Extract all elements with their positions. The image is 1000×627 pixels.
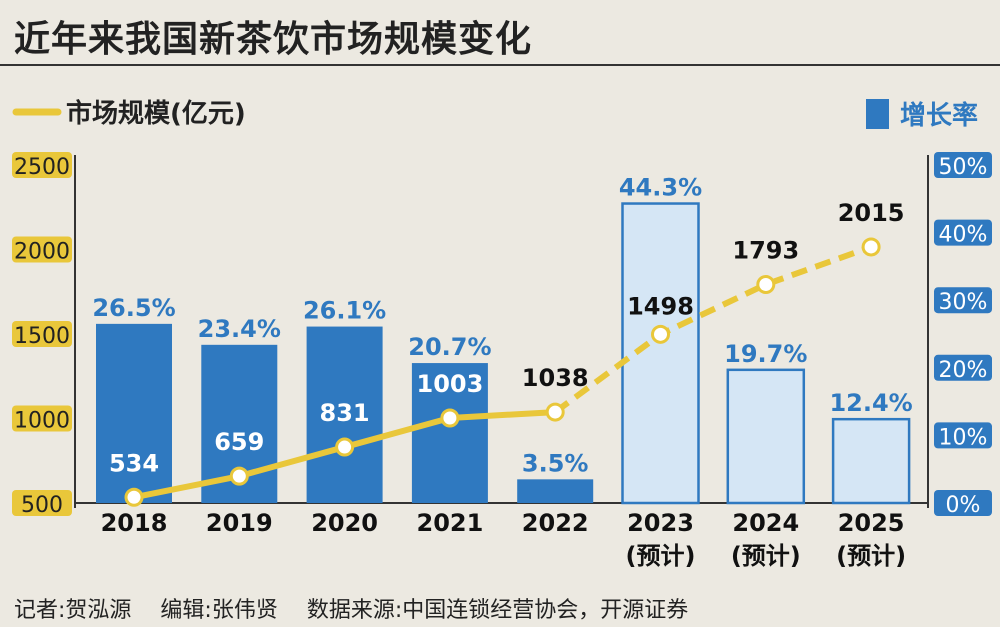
x-tick-label: 2025 xyxy=(838,509,905,537)
growth-bar xyxy=(411,363,488,503)
growth-label: 12.4% xyxy=(829,389,912,417)
market-size-point xyxy=(335,437,355,457)
market-size-label: 1038 xyxy=(522,364,589,392)
right-axis-tick-label: 10% xyxy=(939,425,988,450)
footer-editor: 编辑:张伟贤 xyxy=(160,598,278,623)
growth-bar xyxy=(96,323,172,503)
growth-bar xyxy=(306,326,383,503)
x-tick-label: 2023 xyxy=(627,509,694,537)
right-axis-tick-badge xyxy=(934,490,992,516)
chart-title: 近年来我国新茶饮市场规模变化 xyxy=(14,19,533,60)
left-axis-tick-label: 2500 xyxy=(14,155,70,180)
growth-bar xyxy=(831,417,911,505)
right-axis-tick-label: 50% xyxy=(939,155,988,180)
market-size-point xyxy=(229,466,249,486)
title-divider xyxy=(0,64,1000,66)
right-axis-tick-badge xyxy=(934,219,992,246)
x-tick-label: 2019 xyxy=(206,509,273,537)
legend-bar-swatch xyxy=(866,99,889,129)
growth-label: 3.5% xyxy=(522,449,589,477)
market-size-label: 534 xyxy=(109,449,159,477)
legend-bar-label: 增长率 xyxy=(900,100,978,131)
growth-label: 20.7% xyxy=(408,333,491,361)
growth-label: 26.1% xyxy=(303,297,386,325)
market-size-point xyxy=(756,274,776,294)
market-size-point xyxy=(651,324,670,344)
market-size-label: 831 xyxy=(320,399,370,427)
left-axis-tick-label: 1000 xyxy=(14,409,70,434)
market-size-point xyxy=(545,402,565,422)
x-tick-label: 2018 xyxy=(101,509,168,537)
right-axis-tick-label: 30% xyxy=(939,290,988,315)
footer-source: 数据来源:中国连锁经营协会，开源证券 xyxy=(306,598,689,623)
left-axis-tick-badge xyxy=(12,405,72,432)
market-size-label: 659 xyxy=(214,428,264,456)
market-size-label: 1793 xyxy=(732,236,799,264)
growth-bar xyxy=(726,368,806,505)
right-axis-tick-badge xyxy=(934,354,992,381)
footer: 记者:贺泓源 编辑:张伟贤 数据来源:中国连锁经营协会，开源证券 xyxy=(14,592,710,624)
left-axis-tick-badge xyxy=(12,490,72,516)
left-axis-tick-badge xyxy=(12,236,72,263)
right-axis-tick-label: 0% xyxy=(946,493,981,518)
growth-label: 44.3% xyxy=(619,174,702,202)
legend-line-label: 市场规模(亿元) xyxy=(66,98,246,129)
right-axis-tick-badge xyxy=(934,287,992,314)
left-axis-tick-badge xyxy=(12,152,72,178)
market-size-point xyxy=(440,408,460,428)
right-axis-tick-badge xyxy=(934,152,992,178)
market-size-label: 1498 xyxy=(627,292,694,320)
market-size-label: 2015 xyxy=(838,199,905,227)
footer-reporter: 记者:贺泓源 xyxy=(14,598,132,623)
growth-bar xyxy=(517,479,594,503)
market-size-point xyxy=(861,237,881,257)
left-axis-tick-label: 2000 xyxy=(14,240,70,265)
growth-label: 26.5% xyxy=(92,294,175,322)
x-tick-label: 2022 xyxy=(522,509,589,537)
x-tick-note: (预计) xyxy=(731,542,801,570)
market-size-point xyxy=(124,487,144,507)
left-axis-tick-badge xyxy=(12,321,72,347)
right-axis-tick-badge xyxy=(934,422,992,449)
left-axis-tick-label: 1500 xyxy=(14,324,70,349)
right-axis-tick-label: 20% xyxy=(939,358,988,383)
growth-label: 19.7% xyxy=(724,340,807,368)
growth-label: 23.4% xyxy=(198,315,281,343)
x-tick-note: (预计) xyxy=(836,542,906,570)
growth-bar xyxy=(621,202,700,505)
left-axis-tick-label: 500 xyxy=(21,493,63,518)
x-tick-note: (预计) xyxy=(626,542,696,570)
market-size-label: 1003 xyxy=(417,370,484,398)
x-tick-label: 2024 xyxy=(732,509,799,537)
x-tick-label: 2020 xyxy=(311,509,378,537)
right-axis-tick-label: 40% xyxy=(939,223,988,248)
market-size-line-forecast xyxy=(553,244,873,415)
x-tick-label: 2021 xyxy=(417,509,484,537)
